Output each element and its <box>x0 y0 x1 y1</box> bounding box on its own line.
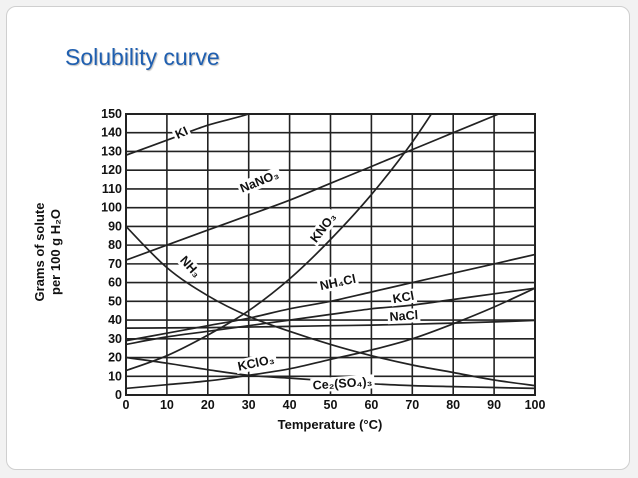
curve-label-bg <box>310 374 375 393</box>
curve-label-bg <box>306 208 341 247</box>
x-tick-label: 50 <box>324 398 338 412</box>
y-tick-label: 110 <box>102 182 122 196</box>
curve-label: KI <box>173 124 190 142</box>
y-tick-label: 60 <box>108 276 122 290</box>
y-tick-label: 70 <box>108 257 122 271</box>
y-tick-label: 10 <box>108 369 122 383</box>
curve-7 <box>126 287 535 390</box>
x-tick-label: 100 <box>525 398 546 412</box>
curve-5 <box>126 287 535 346</box>
curve-6 <box>126 319 535 329</box>
y-tick-label: 30 <box>108 332 122 346</box>
x-tick-label: 30 <box>242 398 256 412</box>
x-tick-label: 10 <box>160 398 174 412</box>
curve-label-bg <box>175 251 205 282</box>
curve-label-bg <box>236 166 283 197</box>
y-tick-label: 50 <box>108 294 122 308</box>
y-tick-label: 80 <box>108 238 122 252</box>
x-tick-label: 90 <box>487 398 501 412</box>
curve-label: NH₄Cl <box>319 272 358 293</box>
curve-label-bg <box>234 351 278 375</box>
curve-label: KClO₃ <box>236 352 275 373</box>
curve-0 <box>126 114 252 156</box>
y-tick-label: 120 <box>101 163 122 177</box>
curve-label: KNO₃ <box>307 210 339 245</box>
slide-title: Solubility curve <box>65 44 220 70</box>
x-tick-label: 80 <box>446 398 460 412</box>
curve-label: NaNO₃ <box>238 167 281 195</box>
y-axis-title-line1: Grams of solute <box>32 203 47 302</box>
curve-label: KCl <box>392 289 416 307</box>
curve-label-bg <box>389 288 418 307</box>
y-tick-label: 100 <box>101 201 122 215</box>
chart-ticks: 0 10 20 30 40 50 60 70 80 90 100 0 10 20 30 40 50 60 70 80 9… <box>101 107 545 412</box>
x-tick-label: 70 <box>405 398 419 412</box>
y-tick-label: 90 <box>108 219 122 233</box>
y-tick-label: 0 <box>115 388 122 402</box>
curve-2 <box>126 114 433 372</box>
y-tick-label: 150 <box>101 107 122 121</box>
curve-3 <box>126 225 535 387</box>
y-tick-label: 40 <box>108 313 122 327</box>
curve-label: Ce₂(SO₄)₃ <box>312 374 373 392</box>
x-tick-label: 60 <box>364 398 378 412</box>
chart-curves <box>126 114 535 390</box>
y-tick-label: 130 <box>101 144 122 158</box>
y-axis-title: Grams of solute per 100 g H₂O <box>32 203 63 302</box>
curve-label-bg <box>171 123 193 143</box>
curve-label-bg <box>316 271 360 294</box>
x-tick-label: 40 <box>283 398 297 412</box>
curve-label-bg <box>387 307 421 325</box>
x-tick-label: 20 <box>201 398 215 412</box>
chart-grid <box>125 113 536 396</box>
y-tick-label: 140 <box>101 126 122 140</box>
x-tick-label: 0 <box>123 398 130 412</box>
curve-label: NaCl <box>389 308 418 324</box>
curve-1 <box>126 114 501 261</box>
x-axis-title: Temperature (°C) <box>278 417 383 432</box>
y-axis-title-line2: per 100 g H₂O <box>48 209 63 295</box>
y-tick-label: 20 <box>108 351 122 365</box>
